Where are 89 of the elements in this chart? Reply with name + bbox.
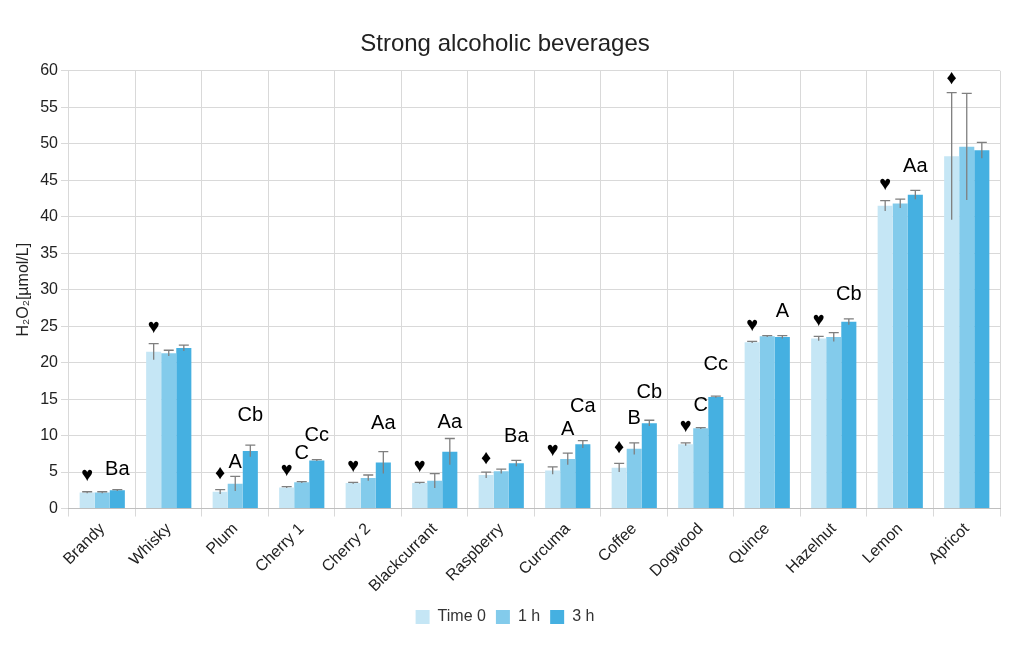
annotation: Cb bbox=[237, 402, 264, 425]
bar bbox=[811, 338, 827, 509]
bar bbox=[575, 444, 591, 509]
y-tick-label: 0 bbox=[49, 498, 59, 516]
y-tick-label: 55 bbox=[40, 97, 59, 115]
bar bbox=[294, 482, 310, 509]
bar bbox=[826, 337, 842, 509]
annotation: ♥ bbox=[546, 438, 559, 461]
bar bbox=[345, 483, 361, 509]
chart-title: Strong alcoholic beverages bbox=[360, 29, 650, 57]
annotation: Aa bbox=[437, 410, 463, 433]
bar bbox=[626, 448, 642, 509]
y-tick-label: 15 bbox=[40, 389, 59, 407]
bar bbox=[877, 205, 893, 509]
y-tick-label: 50 bbox=[40, 134, 59, 152]
annotation: A bbox=[228, 449, 243, 472]
annotation: ♥ bbox=[812, 307, 825, 330]
bar bbox=[944, 156, 960, 509]
y-tick-label: 30 bbox=[40, 280, 59, 298]
annotation: A bbox=[561, 416, 576, 439]
annotation: ♥ bbox=[679, 414, 692, 437]
bar bbox=[693, 428, 709, 509]
bar bbox=[959, 146, 975, 509]
annotation: ♥ bbox=[746, 312, 759, 335]
annotation: ♦ bbox=[946, 66, 957, 89]
annotation: ♥ bbox=[413, 453, 426, 476]
bar bbox=[493, 471, 509, 509]
annotation: Cc bbox=[703, 351, 729, 374]
annotation: ♥ bbox=[347, 453, 360, 476]
annotation: ♥ bbox=[81, 463, 94, 486]
bar bbox=[242, 450, 258, 509]
bar bbox=[227, 483, 243, 509]
y-tick-label: 10 bbox=[40, 425, 59, 443]
bar bbox=[79, 492, 95, 509]
bar bbox=[774, 337, 790, 509]
bar bbox=[678, 444, 694, 509]
y-tick-label: 60 bbox=[40, 61, 59, 79]
bar bbox=[442, 451, 458, 509]
bar bbox=[974, 150, 990, 509]
bar bbox=[427, 480, 443, 509]
bar bbox=[94, 492, 110, 509]
annotation: Ba bbox=[504, 423, 530, 446]
bar bbox=[560, 458, 576, 509]
y-tick-label: 40 bbox=[40, 207, 59, 225]
legend-label: 1 h bbox=[517, 607, 541, 625]
bar bbox=[309, 460, 325, 509]
annotation: A bbox=[775, 299, 790, 322]
bar bbox=[375, 462, 391, 509]
annotation: Ba bbox=[105, 457, 131, 480]
annotation: Aa bbox=[371, 411, 397, 434]
bar bbox=[641, 423, 657, 509]
bar bbox=[841, 321, 857, 509]
bar bbox=[744, 342, 760, 509]
bar bbox=[892, 203, 908, 509]
annotation: ♥ bbox=[147, 315, 160, 338]
annotation: Cb bbox=[636, 379, 663, 402]
bar bbox=[412, 483, 428, 509]
legend-label: Time 0 bbox=[437, 607, 487, 625]
bar bbox=[508, 463, 524, 509]
bar bbox=[279, 487, 295, 509]
y-tick-label: 5 bbox=[49, 462, 59, 480]
annotation: ♥ bbox=[280, 458, 293, 481]
bar bbox=[759, 336, 775, 509]
y-tick-label: 25 bbox=[40, 316, 59, 334]
bar bbox=[176, 348, 192, 509]
bar bbox=[212, 491, 228, 509]
bar bbox=[360, 477, 376, 509]
bar bbox=[708, 396, 724, 509]
bar bbox=[611, 467, 627, 509]
annotation: ♦ bbox=[614, 434, 625, 457]
annotation: C bbox=[693, 393, 708, 416]
bar bbox=[109, 490, 125, 509]
bar bbox=[907, 194, 923, 509]
annotation: Aa bbox=[903, 153, 929, 176]
y-tick-label: 35 bbox=[40, 243, 59, 261]
y-tick-label: 45 bbox=[40, 170, 59, 188]
annotation: Ca bbox=[570, 394, 597, 417]
y-axis-title: H₂O₂[µmol/L] bbox=[14, 242, 32, 337]
legend-label: 3 h bbox=[572, 607, 595, 625]
annotation: Cb bbox=[836, 282, 862, 305]
annotation: B bbox=[627, 406, 641, 429]
bar bbox=[146, 351, 162, 509]
y-tick-label: 20 bbox=[40, 353, 59, 371]
annotation: ♦ bbox=[215, 461, 226, 484]
bar bbox=[161, 353, 177, 509]
annotation: ♦ bbox=[481, 445, 492, 468]
bar bbox=[478, 474, 494, 509]
annotation: ♥ bbox=[879, 172, 892, 195]
bar bbox=[545, 470, 561, 509]
